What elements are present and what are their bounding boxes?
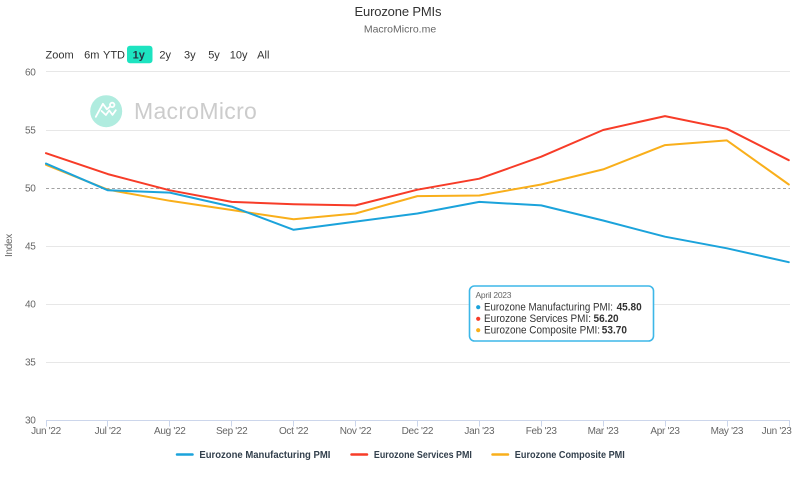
svg-text:55: 55 [25,126,36,137]
svg-text:30: 30 [25,416,36,427]
svg-text:Jan '23: Jan '23 [464,426,495,437]
svg-text:Dec '22: Dec '22 [402,426,434,437]
svg-text:Apr '23: Apr '23 [650,426,680,437]
svg-text:Eurozone Manufacturing PMI:: Eurozone Manufacturing PMI: [484,302,613,314]
svg-text:May '23: May '23 [711,426,744,437]
svg-text:Eurozone Services PMI:: Eurozone Services PMI: [484,313,591,325]
svg-text:MacroMicro: MacroMicro [134,98,257,124]
svg-text:April 2023: April 2023 [476,290,512,300]
svg-text:YTD: YTD [103,50,125,62]
svg-text:6m: 6m [84,50,99,62]
svg-text:Mar '23: Mar '23 [588,426,620,437]
svg-text:35: 35 [25,358,36,369]
svg-text:Jun '23: Jun '23 [762,426,793,437]
svg-text:40: 40 [25,300,36,311]
svg-text:50: 50 [25,184,36,195]
svg-text:Eurozone PMIs: Eurozone PMIs [355,4,443,19]
svg-text:Eurozone Manufacturing PMI: Eurozone Manufacturing PMI [199,449,330,461]
svg-text:Nov '22: Nov '22 [340,426,372,437]
svg-text:Sep '22: Sep '22 [216,426,248,437]
svg-text:Oct '22: Oct '22 [279,426,309,437]
svg-text:10y: 10y [230,50,248,62]
svg-text:53.70: 53.70 [602,325,627,337]
svg-text:Zoom: Zoom [46,50,74,62]
svg-text:45.80: 45.80 [617,302,642,314]
svg-text:2y: 2y [159,50,171,62]
svg-text:56.20: 56.20 [594,313,619,325]
svg-text:1y: 1y [133,50,146,62]
svg-text:Eurozone Services PMI: Eurozone Services PMI [374,449,472,461]
svg-text:Eurozone Composite PMI: Eurozone Composite PMI [515,449,625,461]
svg-text:45: 45 [25,242,36,253]
svg-text:Aug '22: Aug '22 [154,426,186,437]
svg-text:MacroMicro.me: MacroMicro.me [364,24,437,36]
svg-text:Index: Index [4,234,15,257]
svg-text:5y: 5y [208,50,220,62]
svg-text:Eurozone Composite PMI:: Eurozone Composite PMI: [484,325,600,337]
svg-text:60: 60 [25,68,36,79]
svg-text:3y: 3y [184,50,196,62]
svg-text:All: All [257,50,269,62]
svg-text:Jul '22: Jul '22 [95,426,122,437]
svg-text:Jun '22: Jun '22 [31,426,62,437]
svg-text:Feb '23: Feb '23 [526,426,558,437]
